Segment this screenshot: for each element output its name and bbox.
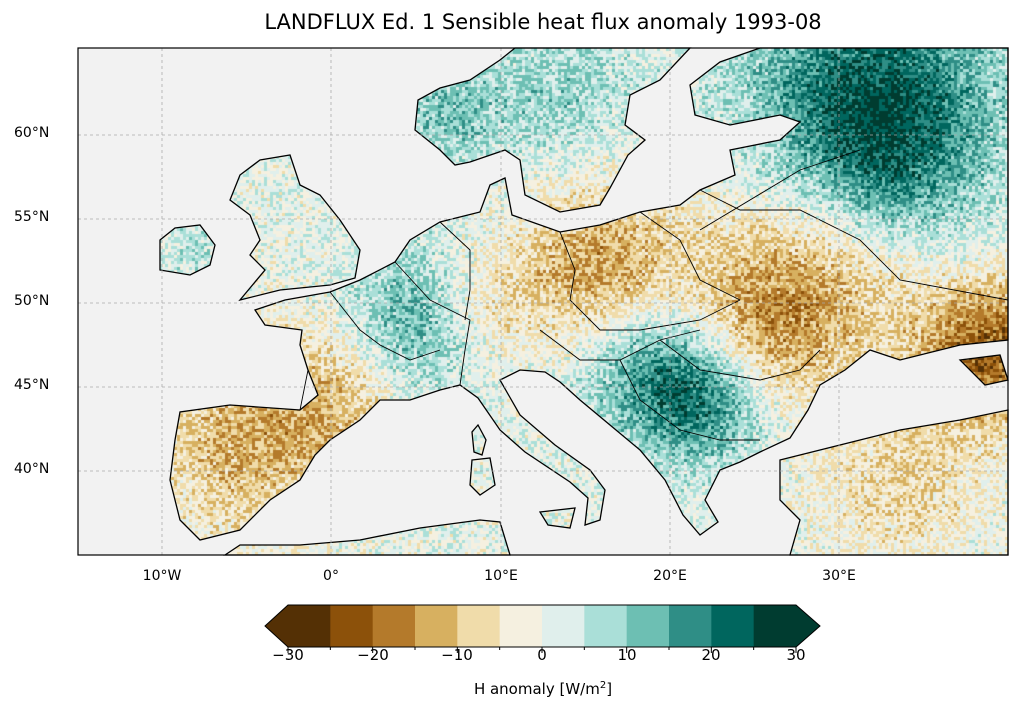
colorbar-tick-label: 0	[537, 646, 547, 664]
country-border	[394, 261, 471, 386]
colorbar-label-text: H anomaly [W/m	[473, 680, 600, 698]
colorbar-label-superscript: 2	[599, 680, 607, 691]
colorbar-segment	[330, 605, 374, 647]
country-border	[439, 221, 471, 321]
country-border	[699, 149, 861, 231]
lat-label-50n: 50°N	[14, 293, 50, 309]
map-title: LANDFLUX Ed. 1 Sensible heat flux anomal…	[264, 10, 822, 34]
lon-label-10w: 10°W	[142, 568, 182, 584]
colorbar-segment	[288, 605, 331, 647]
colorbar-segment	[372, 605, 416, 647]
country-border	[539, 329, 701, 361]
country-border	[619, 359, 760, 441]
colorbar-segment	[457, 605, 501, 647]
colorbar-tick-label: 10	[617, 646, 637, 664]
coastline-turkey	[779, 409, 1009, 556]
lon-label-0: 0°	[323, 568, 339, 584]
colorbar	[264, 604, 821, 653]
lat-label-45n: 45°N	[14, 377, 50, 393]
country-border	[329, 291, 441, 361]
coastline-sicily	[538, 507, 576, 529]
coastline-africa	[222, 519, 511, 556]
coastline-ireland	[159, 224, 216, 276]
colorbar-segment	[499, 605, 543, 647]
coastlines	[159, 47, 1009, 556]
colorbar-tick-label: 20	[701, 646, 721, 664]
colorbar-tick-label: 30	[786, 646, 806, 664]
lat-label-60n: 60°N	[14, 125, 50, 141]
coastline-continent	[169, 47, 1009, 541]
map-frame	[77, 47, 1009, 556]
coastline-scandinavia	[414, 47, 692, 213]
country-border	[299, 369, 309, 411]
coastline-crimea	[958, 354, 1009, 386]
lon-label-10e: 10°E	[484, 568, 518, 584]
colorbar-tick-label: −30	[272, 646, 304, 664]
colorbar-segment	[415, 605, 458, 647]
colorbar-tick-label: −10	[441, 646, 473, 664]
colorbar-label: H anomaly [W/m2]	[0, 680, 1022, 698]
lat-label-55n: 55°N	[14, 209, 50, 225]
gridlines	[78, 48, 1008, 555]
lon-label-30e: 30°E	[822, 568, 856, 584]
colorbar-segment	[753, 605, 797, 647]
coastline-sardinia	[469, 457, 496, 496]
lon-label-20e: 20°E	[653, 568, 687, 584]
anomaly-raster	[78, 48, 1008, 555]
coastline-corsica	[471, 423, 487, 456]
coastline-britain	[229, 154, 361, 302]
colorbar-extend-max	[796, 605, 820, 647]
lat-label-40n: 40°N	[14, 461, 50, 477]
colorbar-tick-label: −20	[357, 646, 389, 664]
colorbar-segment	[711, 605, 755, 647]
country-border	[699, 189, 1009, 301]
colorbar-segment	[669, 605, 712, 647]
country-border	[559, 231, 741, 331]
colorbar-label-suffix: ]	[606, 680, 613, 698]
colorbar-segment	[626, 605, 670, 647]
colorbar-segment	[542, 605, 585, 647]
country-border	[639, 211, 741, 301]
colorbar-segment	[584, 605, 628, 647]
colorbar-extend-min	[265, 605, 288, 647]
country-border	[659, 339, 821, 381]
